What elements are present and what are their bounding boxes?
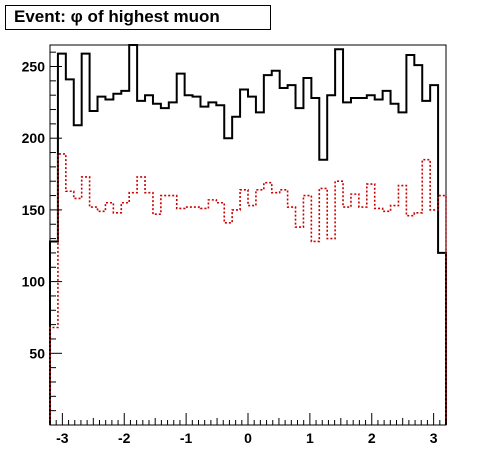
- x-tick-label: 1: [306, 430, 314, 446]
- histogram-series-1: [49, 44, 447, 425]
- y-tick-label: 150: [22, 202, 46, 218]
- y-axis-ticks: 50 100 150 200 250: [22, 51, 62, 426]
- x-tick-label: -2: [118, 430, 131, 446]
- y-tick-label: 250: [22, 59, 46, 75]
- x-tick-label: 2: [368, 430, 376, 446]
- chart-title: Event: φ of highest muon: [14, 7, 220, 26]
- x-tick-label: -3: [56, 430, 69, 446]
- x-tick-label: 3: [430, 430, 438, 446]
- x-tick-label: 0: [244, 430, 252, 446]
- histogram-series-2: [49, 153, 447, 425]
- y-tick-label: 200: [22, 130, 46, 146]
- chart-title-box: Event: φ of highest muon: [5, 5, 271, 30]
- plot-frame: [49, 44, 447, 426]
- x-axis-ticks: -3 -2 -1 0 1 2 3: [49, 413, 447, 446]
- y-tick-label: 100: [22, 274, 46, 290]
- series-layer: [49, 44, 447, 425]
- axes-frame: [49, 44, 447, 426]
- y-tick-label: 50: [29, 345, 45, 361]
- x-tick-label: -1: [180, 430, 193, 446]
